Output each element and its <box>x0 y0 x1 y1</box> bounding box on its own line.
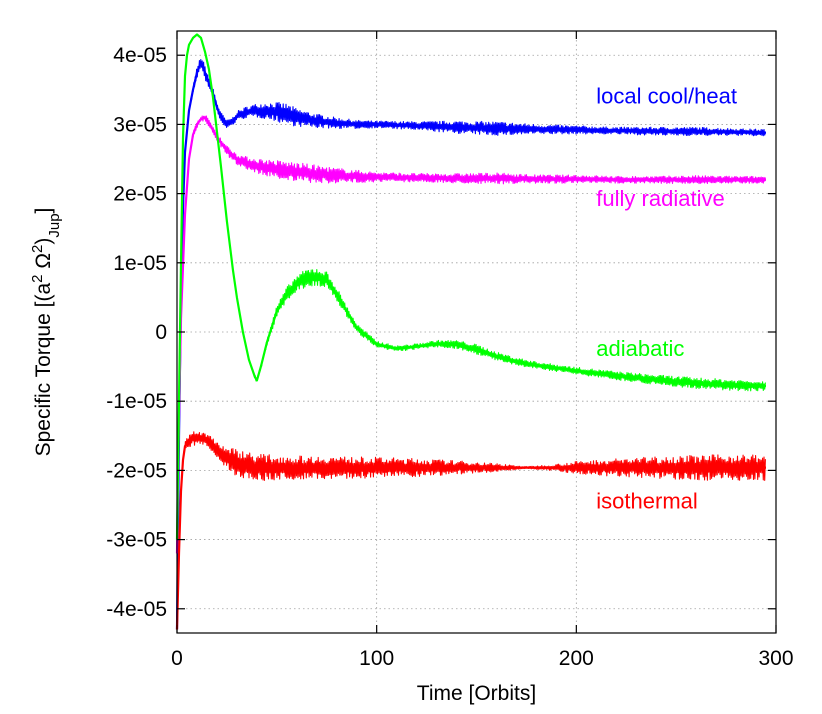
y-title-sub: Jup <box>46 213 63 237</box>
y-title-mid: Ω <box>32 253 55 275</box>
y-title-sup2: 2 <box>29 245 46 253</box>
y-title-end: ] <box>32 208 55 214</box>
x-tick-label: 0 <box>171 647 183 670</box>
series-oscillation <box>176 431 766 630</box>
series-label-layer: local cool/heat fully radiative adiabatic i… <box>596 84 737 514</box>
y-tick-label: -3e-05 <box>106 529 167 552</box>
series-oscillation <box>176 115 766 554</box>
series-isothermal <box>175 431 766 630</box>
y-title-main: Specific Torque [(a <box>32 283 55 457</box>
x-tick-label: 100 <box>359 647 394 670</box>
series-oscillation <box>176 34 766 540</box>
y-tick-label: 2e-05 <box>113 183 167 206</box>
series-local-cool-heat <box>175 59 767 630</box>
x-tick-label: 300 <box>758 647 793 670</box>
series-adiabatic <box>175 33 767 540</box>
x-axis-title: Time [Orbits] <box>417 682 536 705</box>
y-axis-title: Specific Torque [(a2 Ω2)Jup] <box>29 208 63 457</box>
y-tick-label: 4e-05 <box>113 44 167 67</box>
y-tick-label: -2e-05 <box>106 459 167 482</box>
series-fully-radiative <box>175 115 766 554</box>
y-tick-label: -4e-05 <box>106 598 167 621</box>
y-tick-label: -1e-05 <box>106 390 167 413</box>
series-label: isothermal <box>596 488 697 513</box>
x-tick-label: 200 <box>559 647 594 670</box>
y-title-sup1: 2 <box>29 275 46 283</box>
series-label: local cool/heat <box>596 84 737 109</box>
series-oscillation <box>176 59 766 630</box>
y-tick-label: 0 <box>155 321 167 344</box>
series-label: fully radiative <box>596 186 724 211</box>
y-tick-label: 1e-05 <box>113 252 167 275</box>
grid-layer <box>176 31 777 633</box>
y-title-close: ) <box>32 238 55 245</box>
series-layer <box>175 33 767 630</box>
tick-layer: 4e-05 3e-05 2e-05 1e-05 0 -1e-05 -2e-05 -3e-05 -… <box>106 31 794 670</box>
series-label: adiabatic <box>596 336 684 361</box>
y-tick-label: 3e-05 <box>113 113 167 136</box>
